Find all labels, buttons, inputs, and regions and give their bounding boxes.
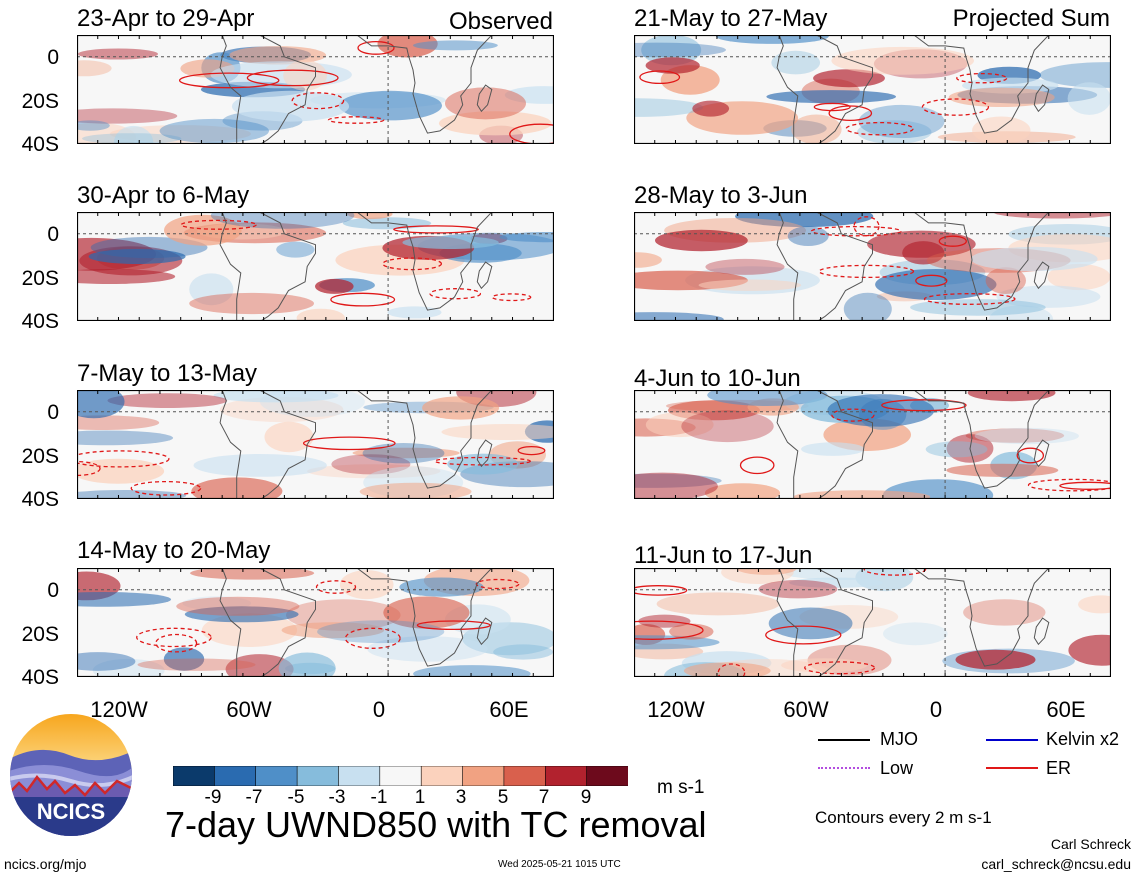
footer-timestamp: Wed 2025-05-21 1015 UTC	[498, 859, 621, 870]
lat-label: 40S	[21, 488, 59, 511]
lat-label: 20S	[21, 90, 59, 113]
map-panel-proj-1	[634, 35, 1111, 144]
colorbar-swatch	[462, 765, 505, 787]
lon-label: 120W	[90, 697, 148, 722]
panel-title-proj-4: 11-Jun to 17-Jun	[634, 542, 813, 569]
lat-label: 20S	[21, 267, 59, 290]
map-panel-obs-4	[77, 568, 554, 677]
contours-note: Contours every 2 m s-1	[815, 808, 992, 827]
panel-title-obs-1: 23-Apr to 29-Apr	[77, 5, 255, 32]
lon-label: 60W	[783, 697, 829, 722]
lat-label: 20S	[21, 445, 59, 468]
lon-label: 60E	[1046, 697, 1086, 722]
colorbar-tick: -1	[370, 787, 388, 808]
legend-swatch-low	[818, 767, 870, 769]
colorbar-swatch	[338, 765, 381, 787]
colorbar-tick: -9	[204, 787, 222, 808]
legend-swatch-kelvin	[986, 739, 1038, 741]
projected-header: Projected Sum	[952, 5, 1110, 32]
lon-label: 60E	[489, 697, 529, 722]
colorbar	[172, 765, 629, 791]
legend-swatch-mjo	[818, 739, 870, 741]
footer-email: carl_schreck@ncsu.edu	[981, 856, 1131, 872]
observed-header: Observed	[448, 8, 553, 35]
logo-text: NCICS	[37, 799, 105, 824]
colorbar-tick: 7	[538, 787, 550, 808]
lat-label: 40S	[21, 133, 59, 156]
lat-label: 0	[47, 46, 59, 69]
ncics-logo: NCICS	[9, 713, 133, 837]
footer-url: ncics.org/mjo	[4, 856, 87, 872]
lat-label: 0	[47, 401, 59, 424]
colorbar-swatch	[296, 765, 340, 787]
colorbar-tick: -3	[328, 787, 346, 808]
panel-title-obs-2: 30-Apr to 6-May	[77, 182, 250, 209]
colorbar-tick: 1	[414, 787, 426, 808]
colorbar-swatch	[420, 765, 464, 787]
lat-label: 20S	[21, 623, 59, 646]
map-panel-obs-2	[77, 212, 554, 321]
legend-label-low: Low	[880, 758, 914, 778]
map-panel-obs-1	[77, 35, 554, 144]
colorbar-swatch	[255, 765, 298, 787]
colorbar-tick: 9	[580, 787, 592, 808]
lat-label: 40S	[21, 310, 59, 333]
legend-label-er: ER	[1046, 758, 1072, 778]
colorbar-tick: 5	[497, 787, 509, 808]
colorbar-swatch	[586, 765, 629, 787]
map-panel-proj-2	[634, 212, 1111, 321]
panel-title-proj-2: 28-May to 3-Jun	[634, 182, 808, 209]
colorbar-swatch	[214, 765, 257, 787]
colorbar-swatch	[379, 765, 423, 787]
footer-author: Carl Schreck	[1050, 836, 1131, 852]
legend-label-kelvin: Kelvin x2	[1046, 729, 1120, 749]
map-panel-proj-3	[634, 390, 1111, 499]
panel-title-proj-1: 21-May to 27-May	[634, 5, 828, 32]
colorbar-swatch	[503, 765, 547, 787]
colorbar-tick: 3	[455, 787, 467, 808]
colorbar-swatch	[544, 765, 588, 787]
colorbar-tick: -5	[287, 787, 305, 808]
main-title: 7-day UWND850 with TC removal	[165, 804, 707, 845]
lon-label: 0	[929, 697, 943, 722]
lat-label: 40S	[21, 666, 59, 689]
colorbar-units: m s-1	[657, 777, 705, 798]
colorbar-swatch	[172, 765, 216, 787]
lon-label: 60W	[226, 697, 272, 722]
map-panel-proj-4	[634, 568, 1111, 677]
lon-label: 0	[372, 697, 386, 722]
colorbar-tick: -7	[245, 787, 263, 808]
panel-title-obs-4: 14-May to 20-May	[77, 537, 271, 564]
legend-label-mjo: MJO	[880, 729, 918, 749]
legend-swatch-er	[986, 767, 1038, 769]
panel-title-obs-3: 7-May to 13-May	[77, 360, 258, 387]
map-panel-obs-3	[77, 390, 554, 499]
lat-label: 0	[47, 579, 59, 602]
lon-label: 120W	[647, 697, 705, 722]
panel-title-proj-3: 4-Jun to 10-Jun	[634, 365, 801, 392]
lat-label: 0	[47, 223, 59, 246]
